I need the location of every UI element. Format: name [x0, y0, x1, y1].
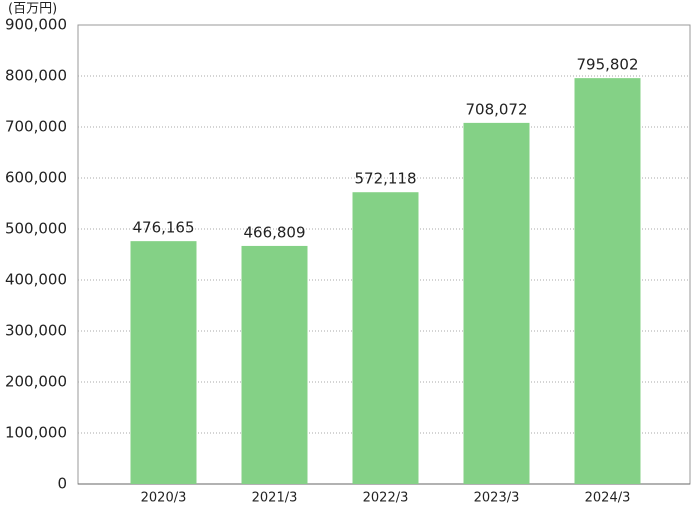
- bar: [352, 192, 419, 484]
- value-label: 708,072: [465, 100, 527, 118]
- y-tick-label: 200,000: [5, 373, 67, 391]
- value-label: 795,802: [576, 56, 638, 74]
- y-tick-label: 800,000: [5, 67, 67, 85]
- y-tick-label: 300,000: [5, 322, 67, 340]
- x-tick-label: 2023/3: [474, 491, 520, 505]
- y-tick-label: 700,000: [5, 118, 67, 136]
- y-tick-label: 100,000: [5, 424, 67, 442]
- y-tick-label: 400,000: [5, 271, 67, 289]
- unit-label: (百万円): [8, 2, 57, 17]
- bar: [130, 241, 197, 484]
- y-tick-label: 600,000: [5, 169, 67, 187]
- value-label: 476,165: [132, 219, 194, 237]
- x-tick-label: 2021/3: [252, 491, 298, 505]
- bar: [574, 78, 641, 484]
- value-label: 466,809: [243, 223, 305, 241]
- x-tick-label: 2024/3: [585, 491, 631, 505]
- value-label: 572,118: [354, 170, 416, 188]
- x-tick-label: 2022/3: [363, 491, 409, 505]
- y-tick-label: 500,000: [5, 220, 67, 238]
- y-tick-label: 900,000: [5, 16, 67, 34]
- bar: [463, 122, 530, 485]
- y-tick-label: 0: [57, 475, 67, 493]
- x-tick-label: 2020/3: [141, 491, 187, 505]
- bar: [241, 245, 308, 484]
